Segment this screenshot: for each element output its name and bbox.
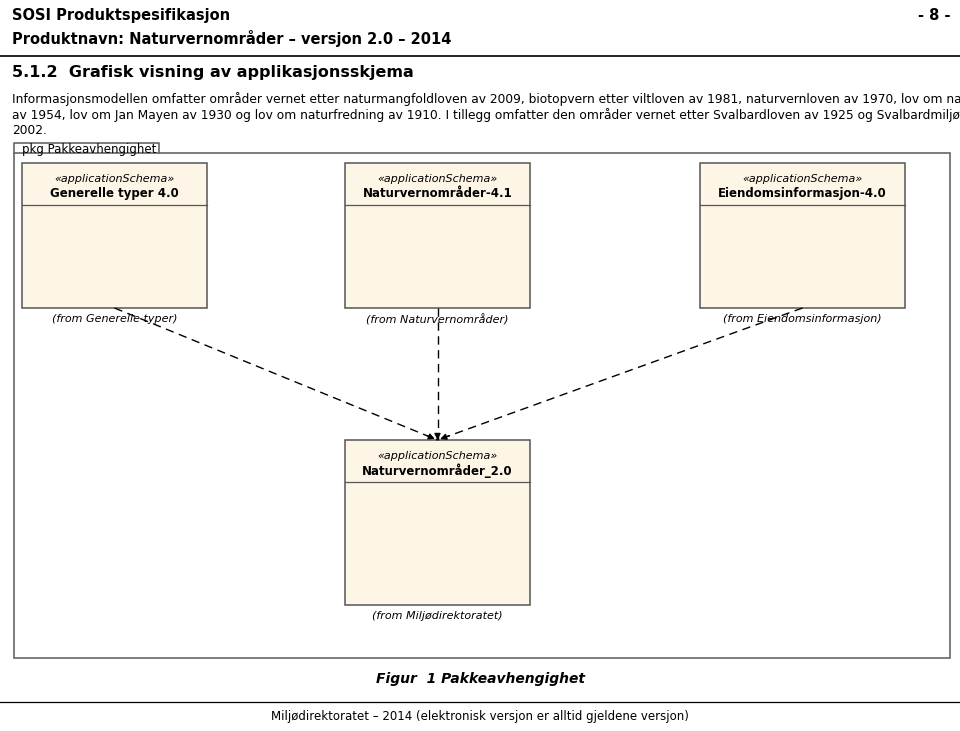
Text: «applicationSchema»: «applicationSchema» — [377, 451, 497, 461]
Text: (from Miljødirektoratet): (from Miljødirektoratet) — [372, 611, 503, 621]
Text: (from Naturvernområder): (from Naturvernområder) — [367, 314, 509, 325]
Text: «applicationSchema»: «applicationSchema» — [377, 174, 497, 184]
Text: (from Generelle typer): (from Generelle typer) — [52, 314, 178, 324]
Text: Naturvernområder_2.0: Naturvernområder_2.0 — [362, 463, 513, 477]
Text: pkg Pakkeavhengighet: pkg Pakkeavhengighet — [22, 143, 156, 156]
Text: Produktnavn: Naturvernområder – versjon 2.0 – 2014: Produktnavn: Naturvernområder – versjon … — [12, 30, 451, 47]
Text: (from Eiendomsinformasjon): (from Eiendomsinformasjon) — [723, 314, 882, 324]
Text: SOSI Produktspesifikasjon: SOSI Produktspesifikasjon — [12, 8, 230, 23]
Bar — [345, 440, 530, 605]
Text: «applicationSchema»: «applicationSchema» — [742, 174, 863, 184]
Text: av 1954, lov om Jan Mayen av 1930 og lov om naturfredning av 1910. I tillegg omf: av 1954, lov om Jan Mayen av 1930 og lov… — [12, 108, 960, 122]
Text: Figur  1 Pakkeavhengighet: Figur 1 Pakkeavhengighet — [375, 672, 585, 686]
Text: - 8 -: - 8 - — [918, 8, 950, 23]
Text: Naturvernområder-4.1: Naturvernområder-4.1 — [363, 186, 513, 200]
Text: 5.1.2  Grafisk visning av applikasjonsskjema: 5.1.2 Grafisk visning av applikasjonsskj… — [12, 65, 414, 80]
Bar — [700, 163, 905, 308]
Text: Eiendomsinformasjon-4.0: Eiendomsinformasjon-4.0 — [718, 186, 887, 200]
Text: 2002.: 2002. — [12, 124, 47, 137]
Text: Informasjonsmodellen omfatter områder vernet etter naturmangfoldloven av 2009, b: Informasjonsmodellen omfatter områder ve… — [12, 92, 960, 106]
Bar — [345, 163, 530, 308]
Bar — [22, 163, 207, 308]
Text: Generelle typer 4.0: Generelle typer 4.0 — [50, 186, 179, 200]
Bar — [14, 153, 950, 658]
Text: Miljødirektoratet – 2014 (elektronisk versjon er alltid gjeldene versjon): Miljødirektoratet – 2014 (elektronisk ve… — [271, 710, 689, 723]
Text: «applicationSchema»: «applicationSchema» — [55, 174, 175, 184]
